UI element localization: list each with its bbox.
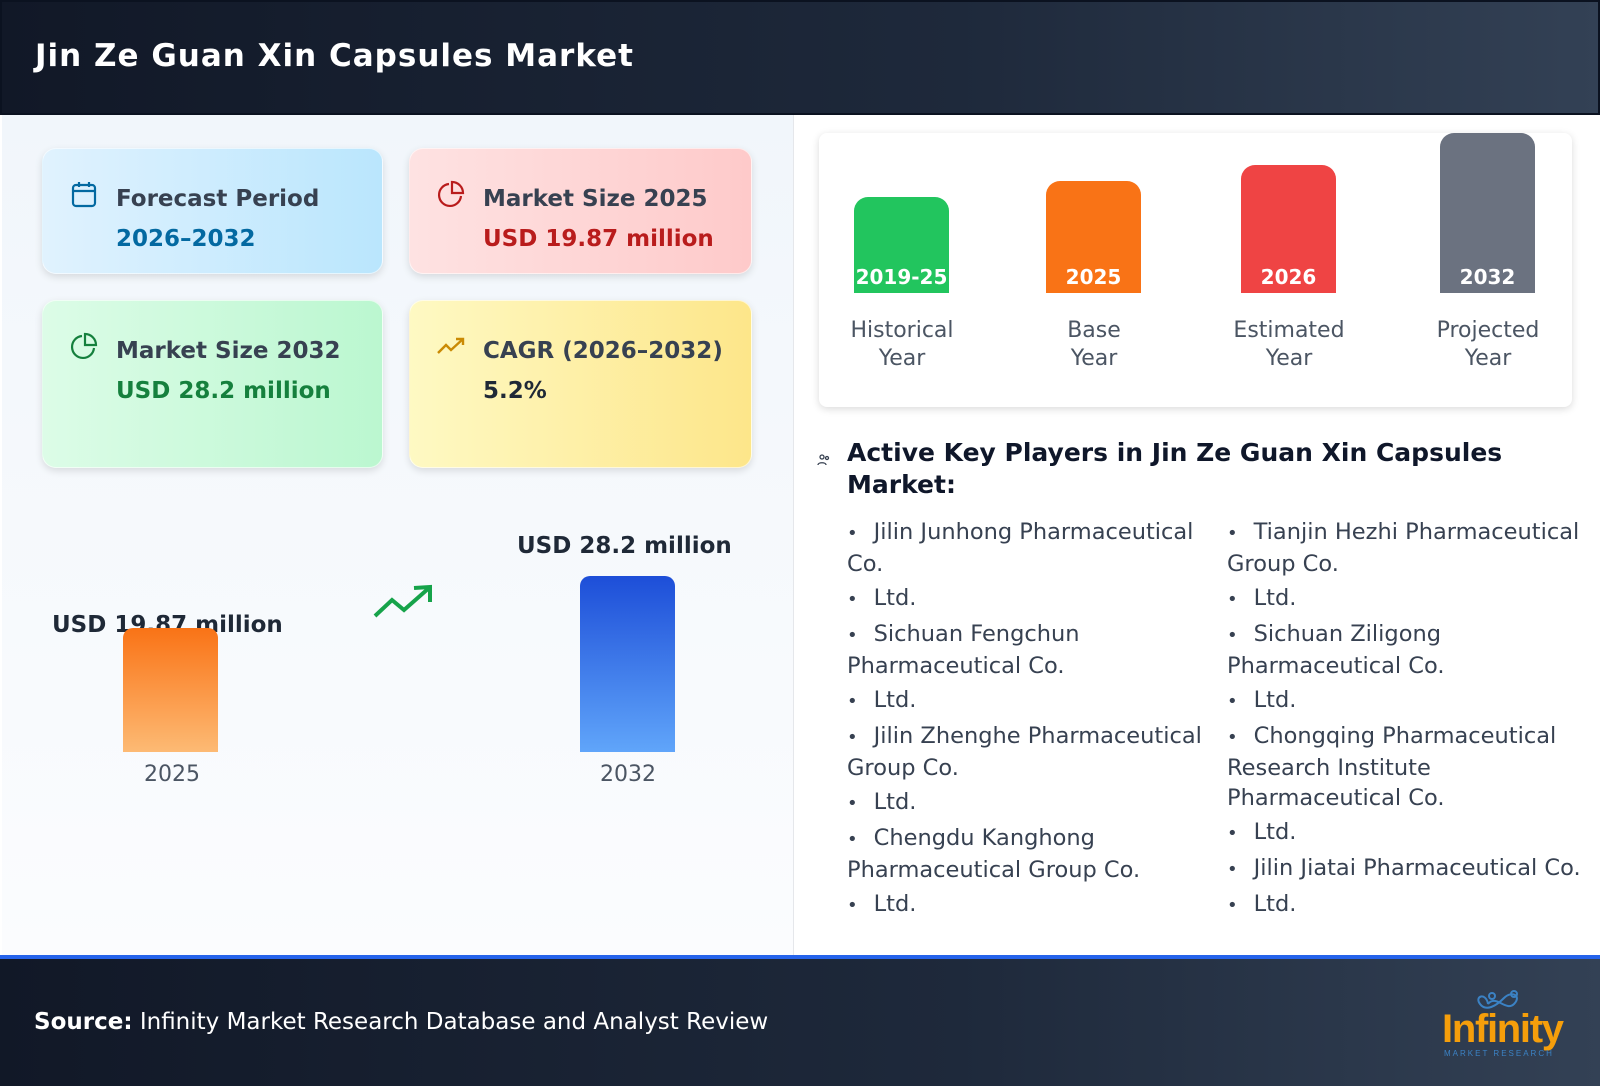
timeline-label: Estimated Year — [1233, 318, 1345, 371]
card-value: USD 19.87 million — [483, 226, 714, 252]
timeline-bar: 2032 — [1440, 133, 1535, 293]
card-value: 2026–2032 — [116, 226, 256, 252]
player-list-item: Ltd. — [847, 787, 1227, 819]
footer: Source: Infinity Market Research Databas… — [0, 955, 1600, 1086]
player-list-item: Jilin Zhenghe Pharmaceutical Group Co. — [847, 721, 1227, 783]
timeline-item-estimated: 2026 — [1241, 133, 1391, 293]
users-icon — [817, 454, 830, 466]
timeline-label: Base Year — [1067, 318, 1121, 371]
player-list-item: Ltd. — [1227, 685, 1587, 717]
page-title: Jin Ze Guan Xin Capsules Market — [35, 38, 634, 74]
svg-text:MARKET RESEARCH: MARKET RESEARCH — [1444, 1049, 1554, 1058]
timeline-item-base: 2025 — [1046, 133, 1196, 293]
bar-2025 — [123, 627, 218, 752]
player-list-item: Sichuan Ziligong Pharmaceutical Co. — [1227, 619, 1587, 681]
key-players-title: Active Key Players in Jin Ze Guan Xin Ca… — [847, 438, 1503, 499]
bar-year-2025: 2025 — [144, 762, 200, 787]
bar-year-2032: 2032 — [600, 762, 656, 787]
timeline-tag: 2026 — [1260, 265, 1317, 289]
timeline-tag: 2019-25 — [855, 265, 948, 289]
player-list-item: Jilin Jiatai Pharmaceutical Co. — [1227, 853, 1587, 885]
players-column-1: Jilin Junhong Pharmaceutical Co. Ltd. Sich… — [847, 517, 1227, 925]
timeline-label: Historical Year — [850, 318, 954, 371]
card-label: Market Size 2025 — [483, 186, 708, 212]
timeline-item-projected: 2032 — [1440, 133, 1590, 293]
player-list-item: Ltd. — [847, 889, 1227, 921]
card-label: Forecast Period — [116, 186, 320, 212]
card-value: 5.2% — [483, 378, 547, 404]
timeline-tag: 2025 — [1065, 265, 1122, 289]
market-size-2025-card: Market Size 2025 USD 19.87 million — [409, 148, 752, 274]
header: Jin Ze Guan Xin Capsules Market — [0, 0, 1600, 115]
pie-chart-icon — [70, 332, 98, 360]
timeline-bar: 2025 — [1046, 181, 1141, 293]
timeline-bar: 2026 — [1241, 165, 1336, 293]
key-players-list: Jilin Junhong Pharmaceutical Co.Ltd.Sich… — [847, 517, 1587, 925]
timeline-item-historical: 2019-25 — [854, 133, 1004, 293]
player-list-item: Ltd. — [1227, 889, 1587, 921]
card-label: Market Size 2032 — [116, 338, 341, 364]
player-list-item: Chengdu Kanghong Pharmaceutical Group Co… — [847, 823, 1227, 885]
svg-text:Infinity: Infinity — [1442, 1007, 1565, 1051]
player-list-item: Ltd. — [1227, 583, 1587, 615]
forecast-period-card: Forecast Period 2026–2032 — [42, 148, 383, 274]
card-value: USD 28.2 million — [116, 378, 331, 404]
source-text: Source: Infinity Market Research Databas… — [34, 1009, 769, 1035]
timeline-tag: 2032 — [1459, 265, 1516, 289]
trending-up-icon — [373, 584, 432, 618]
player-list-item: Ltd. — [1227, 817, 1587, 849]
infinity-logo: Infinity MARKET RESEARCH — [1440, 984, 1570, 1064]
player-list-item: Chongqing Pharmaceutical Research Instit… — [1227, 721, 1587, 813]
card-label: CAGR (2026–2032) — [483, 338, 723, 364]
bar-2032 — [580, 576, 675, 752]
player-list-item: Ltd. — [847, 685, 1227, 717]
players-column-2: Tianjin Hezhi Pharmaceutical Group Co. Lt… — [1227, 517, 1587, 925]
trending-up-icon — [437, 337, 465, 354]
bar-value-label-2032: USD 28.2 million — [517, 533, 732, 559]
calendar-icon — [71, 182, 97, 208]
pie-chart-icon — [437, 180, 465, 208]
player-list-item: Sichuan Fengchun Pharmaceutical Co. — [847, 619, 1227, 681]
player-list-item: Jilin Junhong Pharmaceutical Co. — [847, 517, 1227, 579]
market-size-2032-card: Market Size 2032 USD 28.2 million — [42, 300, 383, 468]
timeline-card: 2019-25 2025 2026 2032 Historical Year Ba… — [819, 133, 1572, 407]
timeline-label: Projected Year — [1436, 318, 1540, 371]
timeline-bar: 2019-25 — [854, 197, 949, 293]
player-list-item: Ltd. — [847, 583, 1227, 615]
cagr-card: CAGR (2026–2032) 5.2% — [409, 300, 752, 468]
player-list-item: Tianjin Hezhi Pharmaceutical Group Co. — [1227, 517, 1587, 579]
